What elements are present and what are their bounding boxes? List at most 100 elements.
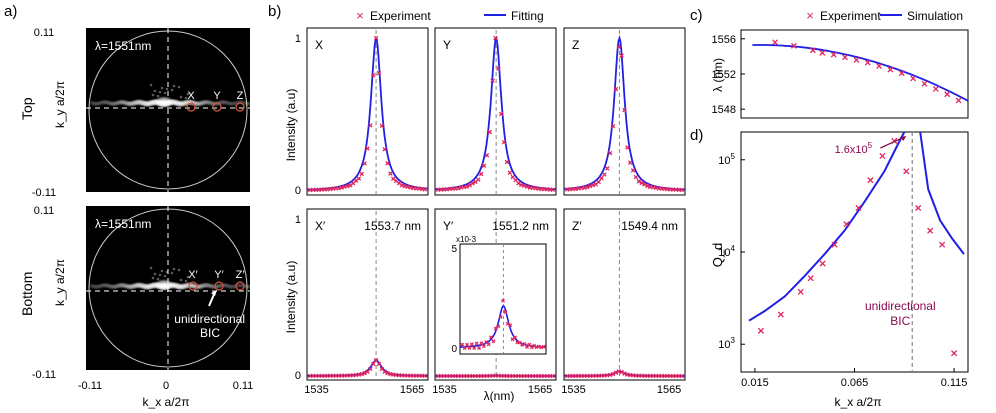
kspace-speck — [179, 95, 183, 99]
kspace-speck — [158, 90, 162, 94]
kspace-speck — [151, 93, 155, 97]
experiment-point — [622, 107, 627, 113]
mode-circle-0 — [186, 102, 196, 112]
experiment-point-stroke — [645, 183, 650, 189]
experiment-point-stroke — [359, 371, 365, 377]
mode-label-2: Z — [237, 90, 244, 102]
d-experiment-point — [843, 221, 850, 228]
a-top-ytick-top: 0.11 — [34, 27, 55, 39]
experiment-point — [464, 184, 470, 189]
inset-experiment-point-stroke — [536, 344, 541, 349]
experiment-point — [490, 78, 495, 83]
a-top-ylabel: k_y a/2π — [53, 81, 67, 128]
fitting-curve — [307, 359, 428, 377]
d-experiment-point-stroke — [807, 275, 814, 282]
experiment-point-stroke — [642, 182, 647, 187]
inset-experiment-point — [513, 335, 517, 340]
experiment-point — [388, 171, 393, 176]
inset-experiment-point-stroke — [522, 341, 527, 346]
a-bot-ytick-top: 0.11 — [34, 205, 55, 217]
inset-experiment-point-stroke — [532, 343, 537, 348]
d-peak-label-exp: 5 — [868, 141, 873, 150]
inset-experiment-point — [462, 346, 467, 350]
experiment-point-stroke — [422, 187, 428, 192]
c-experiment-point — [864, 59, 871, 66]
c-experiment-point-stroke — [932, 86, 939, 92]
inset-experiment-point — [489, 335, 493, 340]
kspace-speck — [177, 85, 181, 89]
ytick-1: 1 — [295, 214, 301, 226]
row-label-top: Top — [19, 97, 35, 120]
c-experiment-point-stroke — [887, 66, 894, 73]
peak-label: Z — [572, 38, 579, 52]
d-experiment-point-stroke — [951, 350, 958, 357]
a-top-ytick-bottom: -0.11 — [32, 187, 56, 199]
d-experiment-point-stroke — [797, 288, 804, 295]
b-top-subplot-1: Y — [434, 27, 557, 196]
experiment-point — [645, 183, 650, 189]
experiment-point-stroke — [516, 180, 521, 186]
panel-d-qfactor: Q_d 103 104 105 0.015 0.065 0.115 1.6x105 unidi… — [710, 131, 969, 409]
experiment-point-stroke — [524, 184, 530, 189]
kspace-speck — [170, 271, 174, 275]
inset-experiment-point — [539, 345, 544, 350]
experiment-point-stroke — [610, 371, 616, 377]
kspace-speck — [172, 267, 176, 271]
inset-experiment-point-stroke — [469, 342, 474, 347]
experiment-point — [596, 179, 601, 185]
c-legend-experiment: Experiment — [820, 9, 881, 23]
inset-experiment-point-stroke — [465, 342, 470, 347]
fitting-curve — [563, 34, 686, 191]
d-peak-arrow — [880, 136, 905, 149]
kspace-speck — [177, 268, 181, 272]
experiment-point-stroke — [362, 161, 367, 166]
ytick-0: 0 — [295, 370, 301, 382]
kspace-band-blob — [248, 283, 255, 290]
inset-experiment-point — [496, 324, 501, 329]
b-top-subplot-0: X 1 0 — [295, 27, 429, 197]
inset-experiment-point-stroke — [486, 342, 491, 347]
experiment-point-stroke — [619, 369, 624, 375]
peak-label: X — [315, 38, 323, 52]
experiment-point — [478, 171, 484, 177]
xtick-1565: 1565 — [400, 384, 424, 396]
inset-experiment-point-stroke — [479, 341, 484, 346]
experiment-point-stroke — [507, 170, 513, 175]
b-bottom-subplot-1: Y′ 1551.2 nm 1535 1565 x10-35 0 — [432, 208, 557, 396]
inset-ytick-top: 5 — [451, 244, 457, 255]
inset-experiment-point — [460, 342, 465, 347]
d-experiment-point-stroke — [939, 241, 946, 248]
experiment-point-stroke — [602, 172, 607, 177]
experiment-point-stroke — [467, 183, 472, 188]
d-experiment-point — [831, 241, 838, 248]
inset-experiment-point-stroke — [489, 335, 493, 340]
experiment-point-stroke — [399, 183, 405, 188]
kspace-wavelength-label: λ=1551nm — [95, 217, 151, 231]
panel-label-d: d) — [690, 127, 703, 144]
b-legend-fitting: Fitting — [511, 9, 544, 23]
kspace-speck — [149, 83, 153, 87]
panel-a-kspace: Top Bottom λ=1551nm X Y Z λ=1551nm X′ Y′ Z′ uni… — [19, 27, 255, 409]
inset-experiment-point — [498, 314, 503, 319]
xtick-1535: 1535 — [304, 384, 328, 396]
inset-experiment-point-stroke — [481, 344, 486, 349]
d-experiment-point — [757, 327, 764, 334]
b-bottom-ylabel: Intensity (a.u) — [284, 261, 298, 334]
experiment-point — [504, 159, 510, 165]
c-experiment-point-stroke — [955, 97, 962, 104]
experiment-point-stroke — [610, 123, 616, 129]
experiment-point-stroke — [370, 361, 376, 367]
experiment-point-stroke — [370, 73, 376, 78]
inset-experiment-point-stroke — [460, 342, 465, 347]
experiment-point-stroke — [550, 187, 556, 193]
experiment-point-stroke — [388, 171, 393, 176]
experiment-point — [405, 184, 410, 189]
kspace-speck — [156, 94, 160, 98]
d-ylabel: Q_d — [710, 243, 725, 268]
mode-circle-1 — [212, 102, 222, 112]
c-experiment-point-stroke — [944, 91, 951, 98]
a-xtick-max: 0.11 — [233, 380, 254, 392]
c-experiment-point — [819, 49, 826, 56]
mode-circle-2 — [235, 281, 245, 291]
experiment-point-stroke — [622, 107, 627, 113]
